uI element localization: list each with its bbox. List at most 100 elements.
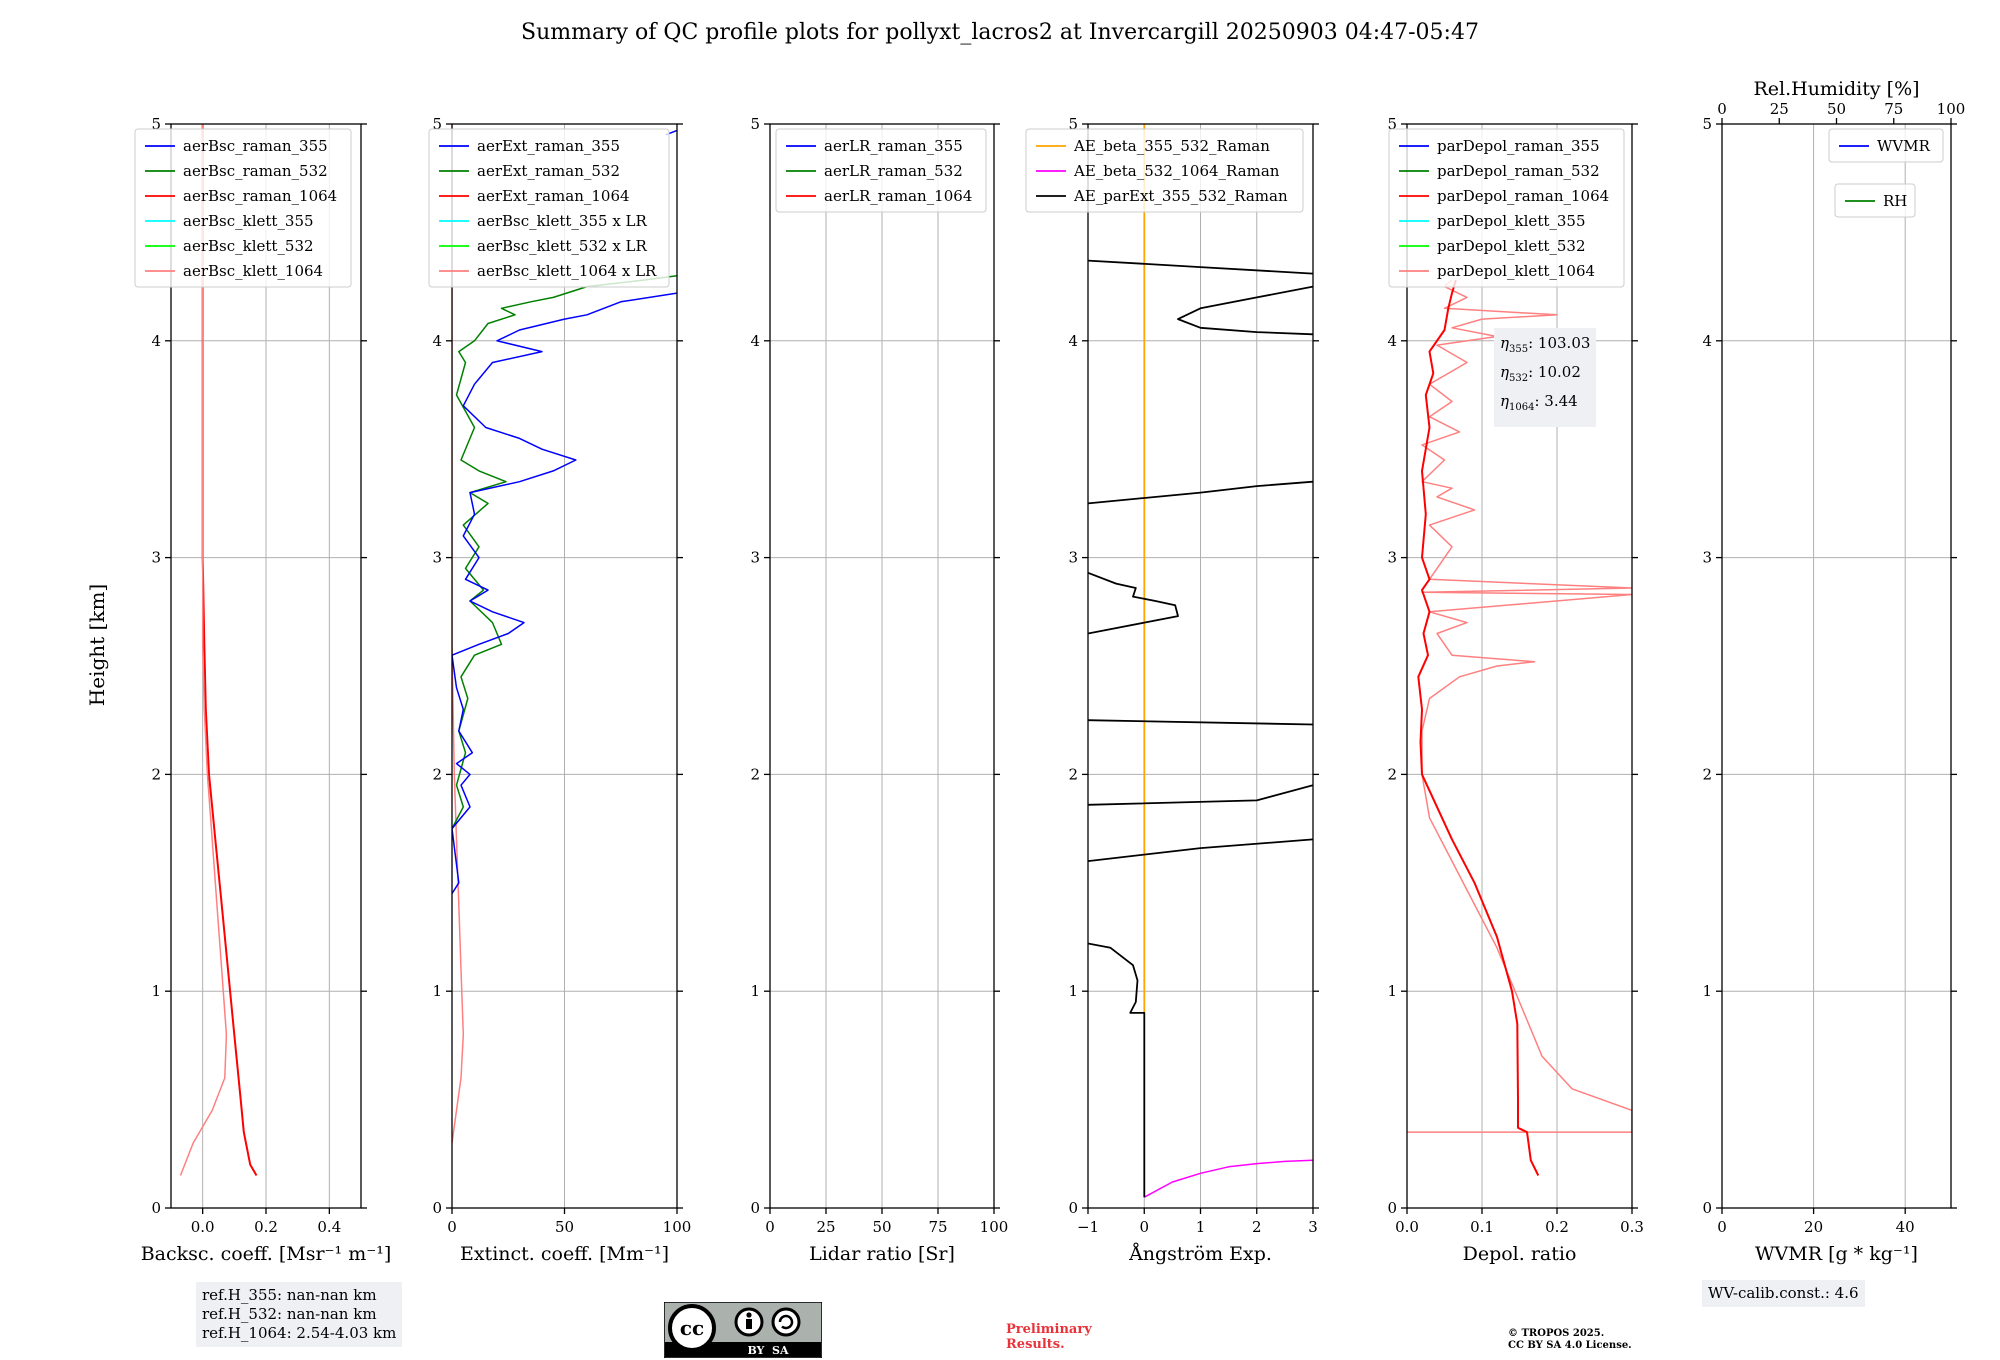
legend-entry: aerBsc_klett_355 x LR [477, 212, 648, 230]
series-line [1088, 784, 1313, 806]
preliminary-line-2: Results. [1006, 1337, 1065, 1352]
x-axis-label: Depol. ratio [1463, 1243, 1577, 1265]
y-tick-label: 1 [1702, 982, 1712, 1000]
legend-lr [775, 128, 987, 213]
y-tick-label: 3 [1387, 549, 1397, 567]
eta-1064-value: : 3.44 [1534, 392, 1578, 410]
y-tick-label: 1 [1387, 982, 1397, 1000]
figure-title: Summary of QC profile plots for pollyxt_… [521, 20, 1479, 45]
y-tick-label: 4 [1387, 332, 1397, 350]
series-line [1088, 719, 1313, 726]
preliminary-notice: Preliminary Results. [1006, 1322, 1092, 1352]
x-tick-label: 0.2 [254, 1218, 278, 1236]
ref-height-box: ref.H_355: nan-nan km ref.H_532: nan-nan… [196, 1282, 403, 1347]
y-tick-label: 5 [432, 115, 442, 133]
preliminary-line-1: Preliminary [1006, 1322, 1092, 1337]
x-tick-label: 0 [447, 1218, 457, 1236]
x-tick-label: 100 [980, 1218, 1009, 1236]
x-tick-label: 20 [1804, 1218, 1823, 1236]
legend-entry: parDepol_klett_355 [1437, 212, 1586, 230]
eta-355: η355: 103.03 [1500, 332, 1590, 361]
y-tick-label: 5 [151, 115, 161, 133]
x-tick-label: 50 [872, 1218, 891, 1236]
y-tick-label: 2 [750, 765, 760, 783]
eta-532: η532: 10.02 [1500, 361, 1590, 390]
panel-depol: 0.0 0.1 0.2 0.3 0 1 2 3 4 5 Depol. ratio parDepol_r… [1387, 115, 1643, 1265]
cc-license-badge: cc BY SA [664, 1302, 822, 1358]
svg-text:cc: cc [680, 1316, 704, 1340]
ref-height-355: ref.H_355: nan-nan km [202, 1286, 377, 1304]
x-tick-label: 1 [1196, 1218, 1206, 1236]
y-tick-label: 0 [1702, 1199, 1712, 1217]
legend-entry: AE_beta_355_532_Raman [1073, 137, 1270, 155]
y-tick-label: 4 [432, 332, 442, 350]
series-line [1088, 571, 1179, 635]
x-tick-label: 50 [555, 1218, 574, 1236]
legend-entry: aerExt_raman_1064 [477, 187, 630, 205]
eta-sub-532: 532 [1509, 373, 1529, 384]
y-tick-label: 5 [1068, 115, 1078, 133]
y-axis-label: Height [km] [85, 584, 109, 706]
series-line [1088, 259, 1313, 275]
legend-entry: RH [1883, 192, 1907, 210]
legend-entry: parDepol_raman_532 [1437, 162, 1600, 180]
x-tick-label: 100 [663, 1218, 692, 1236]
y-tick-label: 3 [750, 549, 760, 567]
legend-entry: parDepol_klett_532 [1437, 237, 1586, 255]
x-tick-label: 3 [1308, 1218, 1318, 1236]
series-line [1407, 279, 1632, 1133]
x-axis-label: Backsc. coeff. [Msr⁻¹ m⁻¹] [141, 1243, 392, 1265]
legend-entry: aerBsc_raman_1064 [183, 187, 337, 205]
legend-entry: aerBsc_klett_1064 x LR [477, 262, 657, 280]
series-line [1088, 838, 1313, 862]
eta-sub-355: 355 [1509, 344, 1529, 355]
top-axis-label: Rel.Humidity [%] [1753, 78, 1919, 100]
series-line [1417, 279, 1540, 1176]
x-axis-label: Extinct. coeff. [Mm⁻¹] [460, 1243, 669, 1265]
legend-entry: aerLR_raman_1064 [824, 187, 972, 205]
y-tick-label: 3 [1702, 549, 1712, 567]
axes-frame [1406, 123, 1633, 1209]
y-tick-label: 5 [750, 115, 760, 133]
copyright-line-1: © TROPOS 2025. [1508, 1328, 1605, 1339]
series-line [1177, 285, 1313, 336]
y-tick-label: 5 [1702, 115, 1712, 133]
ref-height-532: ref.H_532: nan-nan km [202, 1305, 377, 1323]
eta-box: η355: 103.03 η532: 10.02 η1064: 3.44 [1494, 328, 1597, 427]
legend-entry: parDepol_raman_1064 [1437, 187, 1609, 205]
y-tick-label: 5 [1387, 115, 1397, 133]
x-tick-label: 0 [1139, 1218, 1149, 1236]
top-tick-label: 75 [1884, 100, 1903, 118]
top-tick-label: 25 [1770, 100, 1789, 118]
legend-entry: aerExt_raman_355 [477, 137, 620, 155]
y-tick-label: 2 [1387, 765, 1397, 783]
series-line [1143, 1159, 1313, 1198]
legend-wv [1828, 128, 1944, 163]
copyright-notice: © TROPOS 2025. CC BY SA 4.0 License. [1508, 1328, 1632, 1352]
copyright-line-2: CC BY SA 4.0 License. [1508, 1340, 1632, 1351]
ref-height-1064: ref.H_1064: 2.54-4.03 km [202, 1324, 397, 1342]
top-tick-label: 100 [1937, 100, 1966, 118]
series-line [1088, 942, 1146, 1198]
legend-entry: aerExt_raman_532 [477, 162, 620, 180]
y-tick-label: 0 [151, 1199, 161, 1217]
panel-bsc: 0.0 0.2 0.4 0 1 2 3 4 5 Backsc. coeff. [Msr⁻¹ m⁻¹… [134, 115, 392, 1265]
legend-entry: aerBsc_raman_532 [183, 162, 328, 180]
eta-symbol: η [1500, 363, 1509, 381]
x-tick-label: 0.3 [1620, 1218, 1644, 1236]
x-tick-label: 40 [1896, 1218, 1915, 1236]
y-tick-label: 0 [1387, 1199, 1397, 1217]
x-tick-label: 25 [816, 1218, 835, 1236]
wv-calib-const: WV-calib.const.: 4.6 [1708, 1284, 1859, 1302]
eta-532-value: : 10.02 [1528, 363, 1581, 381]
x-axis-label: WVMR [g * kg⁻¹] [1755, 1243, 1918, 1265]
panel-ext: 0 50 100 0 1 2 3 4 5 Extinct. coeff. [Mm⁻¹] aerExt… [428, 115, 692, 1265]
x-tick-label: 75 [928, 1218, 947, 1236]
y-tick-label: 0 [432, 1199, 442, 1217]
axes-frame [1721, 123, 1952, 1209]
y-tick-label: 2 [1702, 765, 1712, 783]
x-tick-label: 2 [1252, 1218, 1262, 1236]
y-tick-label: 3 [151, 549, 161, 567]
